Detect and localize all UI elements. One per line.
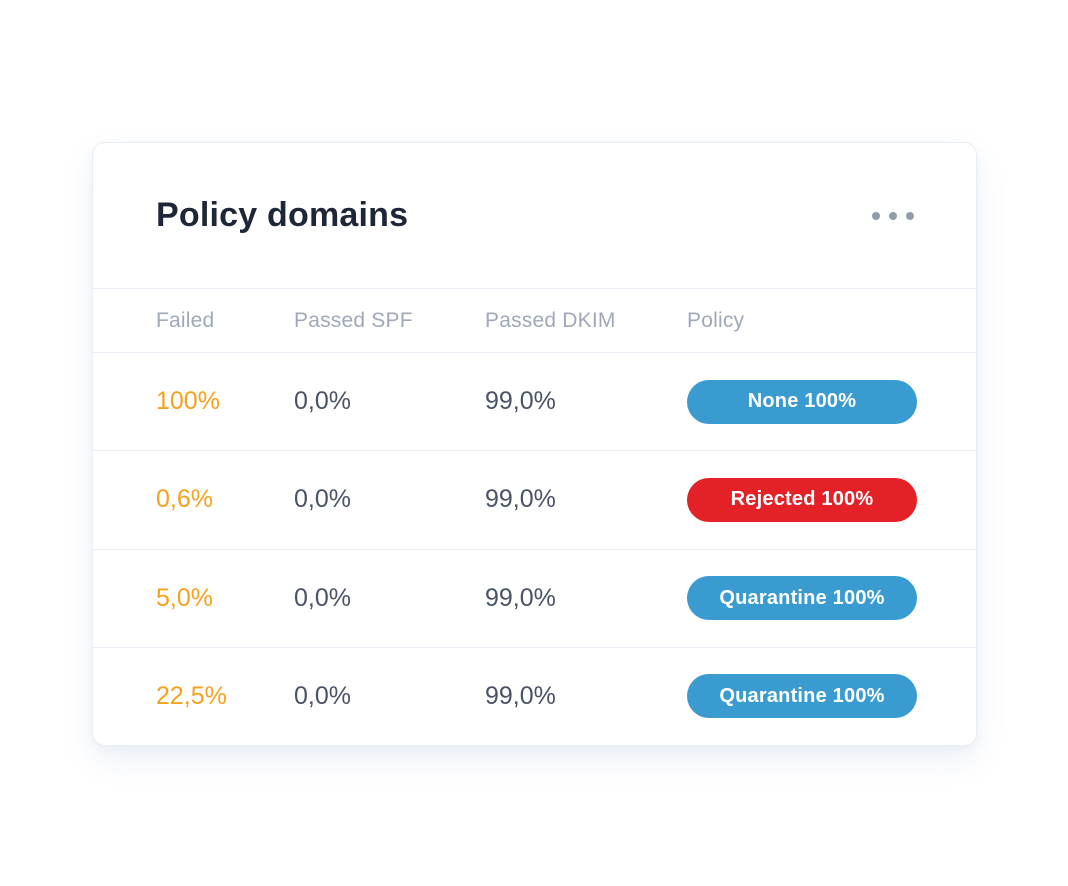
failed-value: 5,0% bbox=[156, 583, 213, 612]
column-header-passed-spf: Passed SPF bbox=[294, 308, 413, 332]
card-header: Policy domains bbox=[93, 143, 976, 289]
table-header-row: Failed Passed SPF Passed DKIM Policy bbox=[93, 289, 976, 353]
table-row[interactable]: 22,5% 0,0% 99,0% Quarantine 100% bbox=[93, 647, 976, 745]
passed-dkim-value: 99,0% bbox=[485, 681, 556, 710]
card-title: Policy domains bbox=[156, 196, 409, 234]
failed-value: 22,5% bbox=[156, 681, 227, 710]
table-row[interactable]: 5,0% 0,0% 99,0% Quarantine 100% bbox=[93, 549, 976, 648]
passed-spf-value: 0,0% bbox=[294, 387, 351, 416]
passed-dkim-value: 99,0% bbox=[485, 485, 556, 514]
policy-badge[interactable]: Quarantine 100% bbox=[687, 576, 917, 621]
policy-badge[interactable]: Quarantine 100% bbox=[687, 674, 917, 719]
ellipsis-icon bbox=[872, 211, 914, 220]
column-header-failed: Failed bbox=[156, 308, 215, 332]
table-body: 100% 0,0% 99,0% None 100% 0,6% 0,0% 99,0… bbox=[93, 353, 976, 745]
menu-button[interactable] bbox=[870, 202, 916, 230]
passed-dkim-value: 99,0% bbox=[485, 387, 556, 416]
policy-badge[interactable]: None 100% bbox=[687, 379, 917, 424]
passed-spf-value: 0,0% bbox=[294, 681, 351, 710]
policy-domains-card: Policy domains Failed Passed SPF Passed … bbox=[92, 142, 977, 746]
column-header-policy: Policy bbox=[687, 308, 745, 332]
failed-value: 0,6% bbox=[156, 485, 213, 514]
passed-dkim-value: 99,0% bbox=[485, 583, 556, 612]
passed-spf-value: 0,0% bbox=[294, 583, 351, 612]
failed-value: 100% bbox=[156, 387, 220, 416]
column-header-passed-dkim: Passed DKIM bbox=[485, 308, 616, 332]
policy-badge[interactable]: Rejected 100% bbox=[687, 477, 917, 522]
table-row[interactable]: 0,6% 0,0% 99,0% Rejected 100% bbox=[93, 451, 976, 550]
table-row[interactable]: 100% 0,0% 99,0% None 100% bbox=[93, 353, 976, 452]
passed-spf-value: 0,0% bbox=[294, 485, 351, 514]
